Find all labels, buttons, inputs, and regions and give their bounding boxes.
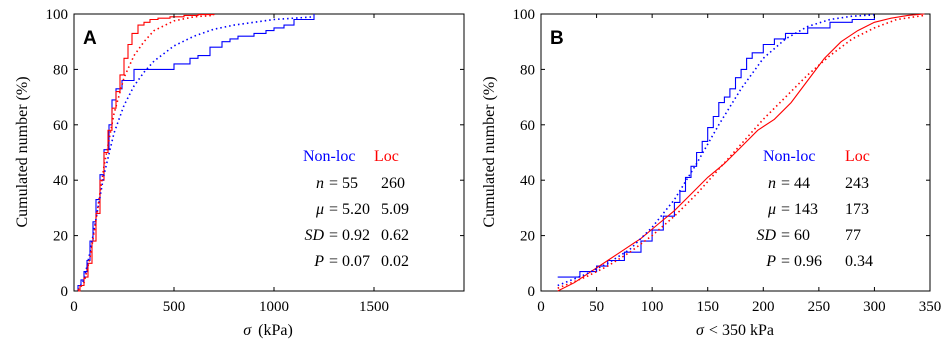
stats-eq: = (329, 201, 338, 218)
panel-label: A (83, 28, 97, 49)
x-tick-label: 150 (696, 299, 719, 315)
x-tick-label: 0 (537, 299, 545, 315)
stats-p-loc: 0.02 (381, 253, 409, 270)
stats-n-loc: 260 (381, 175, 405, 192)
x-tick-label: 200 (752, 299, 775, 315)
panel-b: 0 50 100 150 200 250 300 350 0 20 40 60 80 100 B Cum… (481, 7, 941, 339)
stats-p-nonloc: 0.07 (342, 253, 370, 270)
panel-a: 0 500 1000 1500 0 20 40 60 80 100 A Cumulated nu… (14, 7, 465, 339)
stats-eq: = (329, 253, 338, 270)
stats-header-nonloc: Non-loc (763, 148, 815, 165)
y-tick-label: 20 (53, 229, 68, 245)
series-layer (74, 14, 315, 292)
x-axis-unit: < 350 kPa (709, 322, 774, 339)
series-loc (74, 14, 215, 292)
stats-header-nonloc: Non-loc (303, 148, 355, 165)
stats-eq: = (329, 227, 338, 244)
x-tick-label: 300 (863, 299, 886, 315)
stats-p-nonloc: 0.96 (794, 253, 822, 270)
x-tick-label: 100 (641, 299, 664, 315)
x-tick-label: 50 (589, 299, 604, 315)
stats-table: Non-loc Loc n = 44 243 μ = 143 173 SD = … (756, 148, 873, 270)
stats-eq: = (781, 227, 790, 244)
x-axis-label: σ (kPa) (243, 322, 293, 339)
series-loc (557, 13, 925, 292)
x-tick-label: 0 (70, 299, 78, 315)
x-tick-label: 350 (919, 299, 942, 315)
stats-eq: = (781, 175, 790, 192)
stats-sd-loc: 77 (845, 227, 861, 244)
stats-n-nonloc: 44 (794, 175, 810, 192)
x-tick-label: 1500 (359, 299, 389, 315)
y-tick-label: 20 (520, 229, 535, 245)
stats-mu-nonloc: 143 (794, 201, 818, 218)
stats-header-loc: Loc (845, 148, 870, 165)
series-loc-fit (557, 14, 925, 289)
stats-symbol-p: P (313, 253, 324, 270)
stats-symbol-sd: SD (304, 227, 324, 244)
y-tick-label: 80 (53, 62, 68, 78)
x-axis-symbol: σ (696, 322, 705, 339)
stats-table: Non-loc Loc n = 55 260 μ = 5.20 5.09 SD … (303, 148, 409, 270)
stats-symbol-n: n (316, 175, 324, 192)
stats-mu-loc: 173 (845, 201, 869, 218)
stats-eq: = (781, 201, 790, 218)
y-axis-ticks: 0 20 40 60 80 100 (513, 7, 930, 300)
series-loc-fit (77, 14, 215, 291)
y-axis-ticks: 0 20 40 60 80 100 (46, 7, 464, 300)
stats-mu-loc: 5.09 (381, 201, 409, 218)
stats-header-loc: Loc (374, 148, 399, 165)
stats-mu-nonloc: 5.20 (342, 201, 370, 218)
y-tick-label: 40 (520, 173, 535, 189)
x-tick-label: 500 (163, 299, 186, 315)
y-tick-label: 80 (520, 62, 535, 78)
y-tick-label: 60 (53, 118, 68, 134)
stats-symbol-mu: μ (767, 201, 776, 218)
stats-n-nonloc: 55 (342, 175, 358, 192)
stats-sd-nonloc: 60 (794, 227, 810, 244)
stats-n-loc: 243 (845, 175, 869, 192)
series-layer (557, 13, 925, 292)
stats-sd-nonloc: 0.92 (342, 227, 370, 244)
stats-symbol-p: P (765, 253, 776, 270)
series-non-loc-fit (77, 16, 315, 291)
series-non-loc (557, 14, 875, 278)
y-tick-label: 60 (520, 118, 535, 134)
stats-symbol-n: n (768, 175, 776, 192)
stats-sd-loc: 0.62 (381, 227, 409, 244)
y-tick-label: 100 (46, 7, 69, 23)
x-tick-label: 1000 (259, 299, 289, 315)
x-tick-label: 250 (808, 299, 831, 315)
y-tick-label: 0 (528, 284, 536, 300)
y-axis-label: Cumulated number (%) (14, 76, 31, 227)
y-tick-label: 100 (513, 7, 536, 23)
x-axis-ticks: 0 50 100 150 200 250 300 350 (537, 14, 941, 315)
x-axis-label: σ < 350 kPa (696, 322, 774, 339)
y-axis-label: Cumulated number (%) (481, 76, 498, 227)
x-axis-ticks: 0 500 1000 1500 (70, 14, 389, 315)
panel-label: B (550, 28, 564, 49)
x-axis-symbol: σ (243, 322, 252, 339)
plot-frame (73, 13, 465, 292)
series-non-loc (74, 14, 315, 292)
plot-frame (540, 13, 931, 292)
stats-eq: = (781, 253, 790, 270)
stats-symbol-sd: SD (756, 227, 776, 244)
series-non-loc-fit (557, 14, 875, 287)
x-axis-unit: (kPa) (258, 322, 293, 339)
stats-p-loc: 0.34 (845, 253, 873, 270)
y-tick-label: 40 (53, 173, 68, 189)
stats-eq: = (329, 175, 338, 192)
stats-symbol-mu: μ (315, 201, 324, 218)
y-tick-label: 0 (61, 284, 69, 300)
